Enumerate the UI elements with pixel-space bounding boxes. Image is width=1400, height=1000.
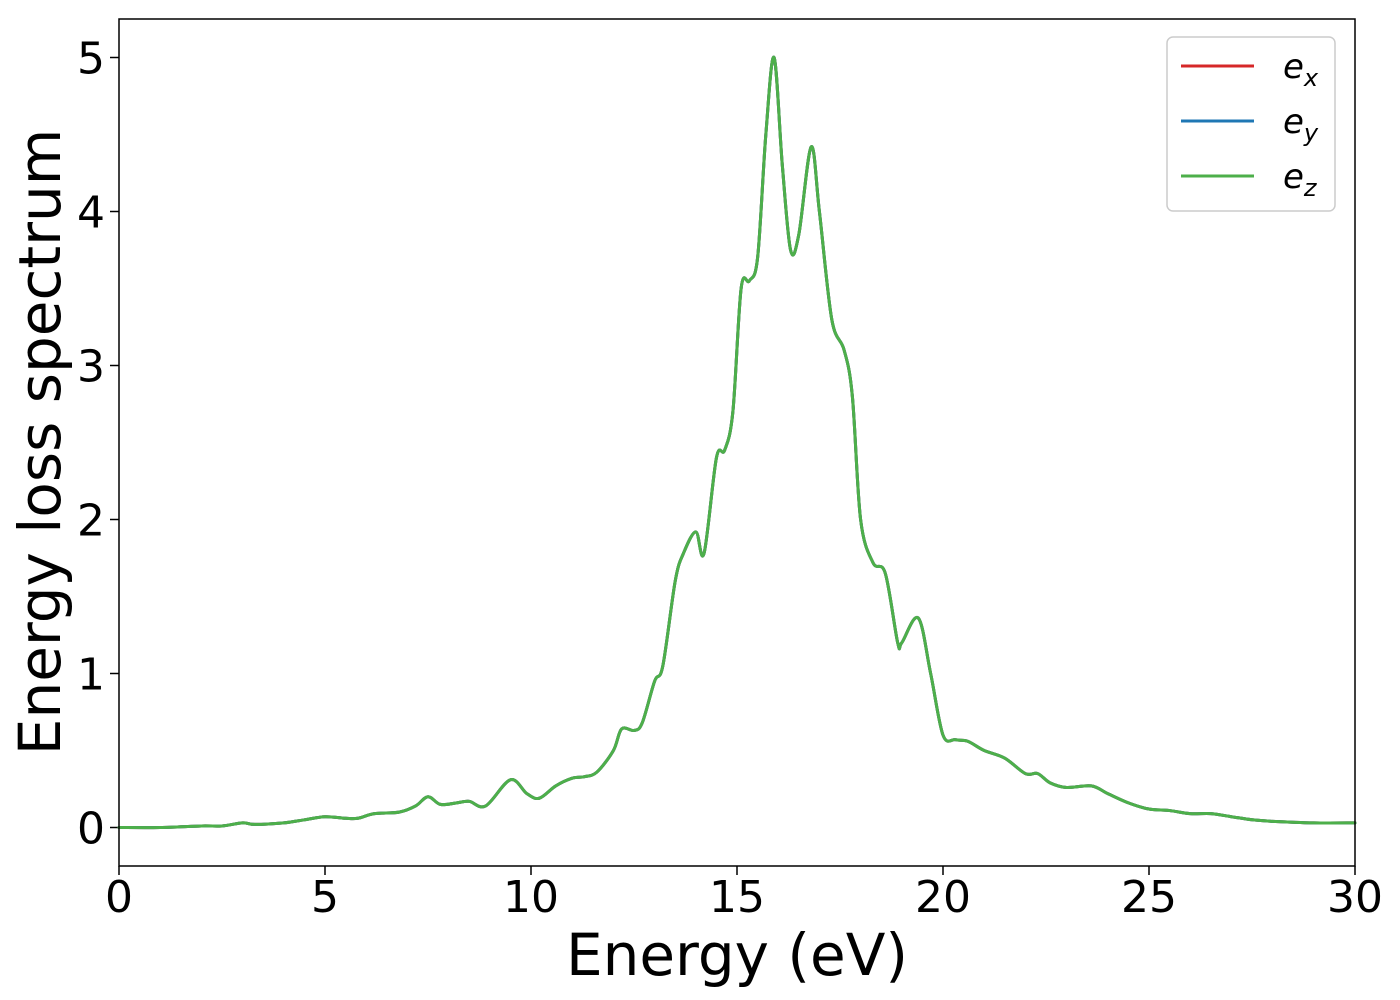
legend-label-base: e bbox=[1283, 102, 1304, 142]
x-tick-label: 15 bbox=[709, 872, 765, 923]
series-line-e_z bbox=[117, 55, 1357, 830]
legend-label-base: e bbox=[1283, 157, 1304, 197]
legend-box bbox=[1166, 36, 1336, 212]
x-tick-label: 5 bbox=[311, 872, 339, 923]
x-tick-label: 25 bbox=[1121, 872, 1177, 923]
series-layer bbox=[117, 55, 1357, 830]
y-tick-label: 4 bbox=[77, 188, 105, 239]
x-tick-label: 30 bbox=[1327, 872, 1383, 923]
ticks: 0 5 10 15 20 25 30 0 1 2 3 4 5 bbox=[77, 34, 1383, 924]
y-tick-label: 0 bbox=[77, 804, 105, 855]
x-tick-label: 0 bbox=[105, 872, 133, 923]
y-tick-label: 5 bbox=[77, 34, 105, 85]
x-tick-label: 10 bbox=[503, 872, 559, 923]
y-tick-label: 2 bbox=[77, 496, 105, 547]
legend-label-e_y: ey bbox=[1283, 102, 1319, 147]
y-tick-label: 1 bbox=[77, 650, 105, 701]
legend-label-e_z: ez bbox=[1283, 157, 1318, 202]
plot-frame bbox=[118, 18, 1356, 867]
x-tick-label: 20 bbox=[915, 872, 971, 923]
legend-label-subscript: x bbox=[1303, 64, 1319, 92]
y-axis-title: Energy loss spectrum bbox=[6, 129, 74, 755]
legend-label-base: e bbox=[1283, 47, 1304, 87]
legend-label-subscript: z bbox=[1303, 174, 1318, 202]
legend-label-e_x: ex bbox=[1283, 47, 1319, 92]
legend-label-subscript: y bbox=[1303, 119, 1319, 147]
y-tick-label: 3 bbox=[77, 342, 105, 393]
x-axis-title: Energy (eV) bbox=[566, 921, 908, 989]
